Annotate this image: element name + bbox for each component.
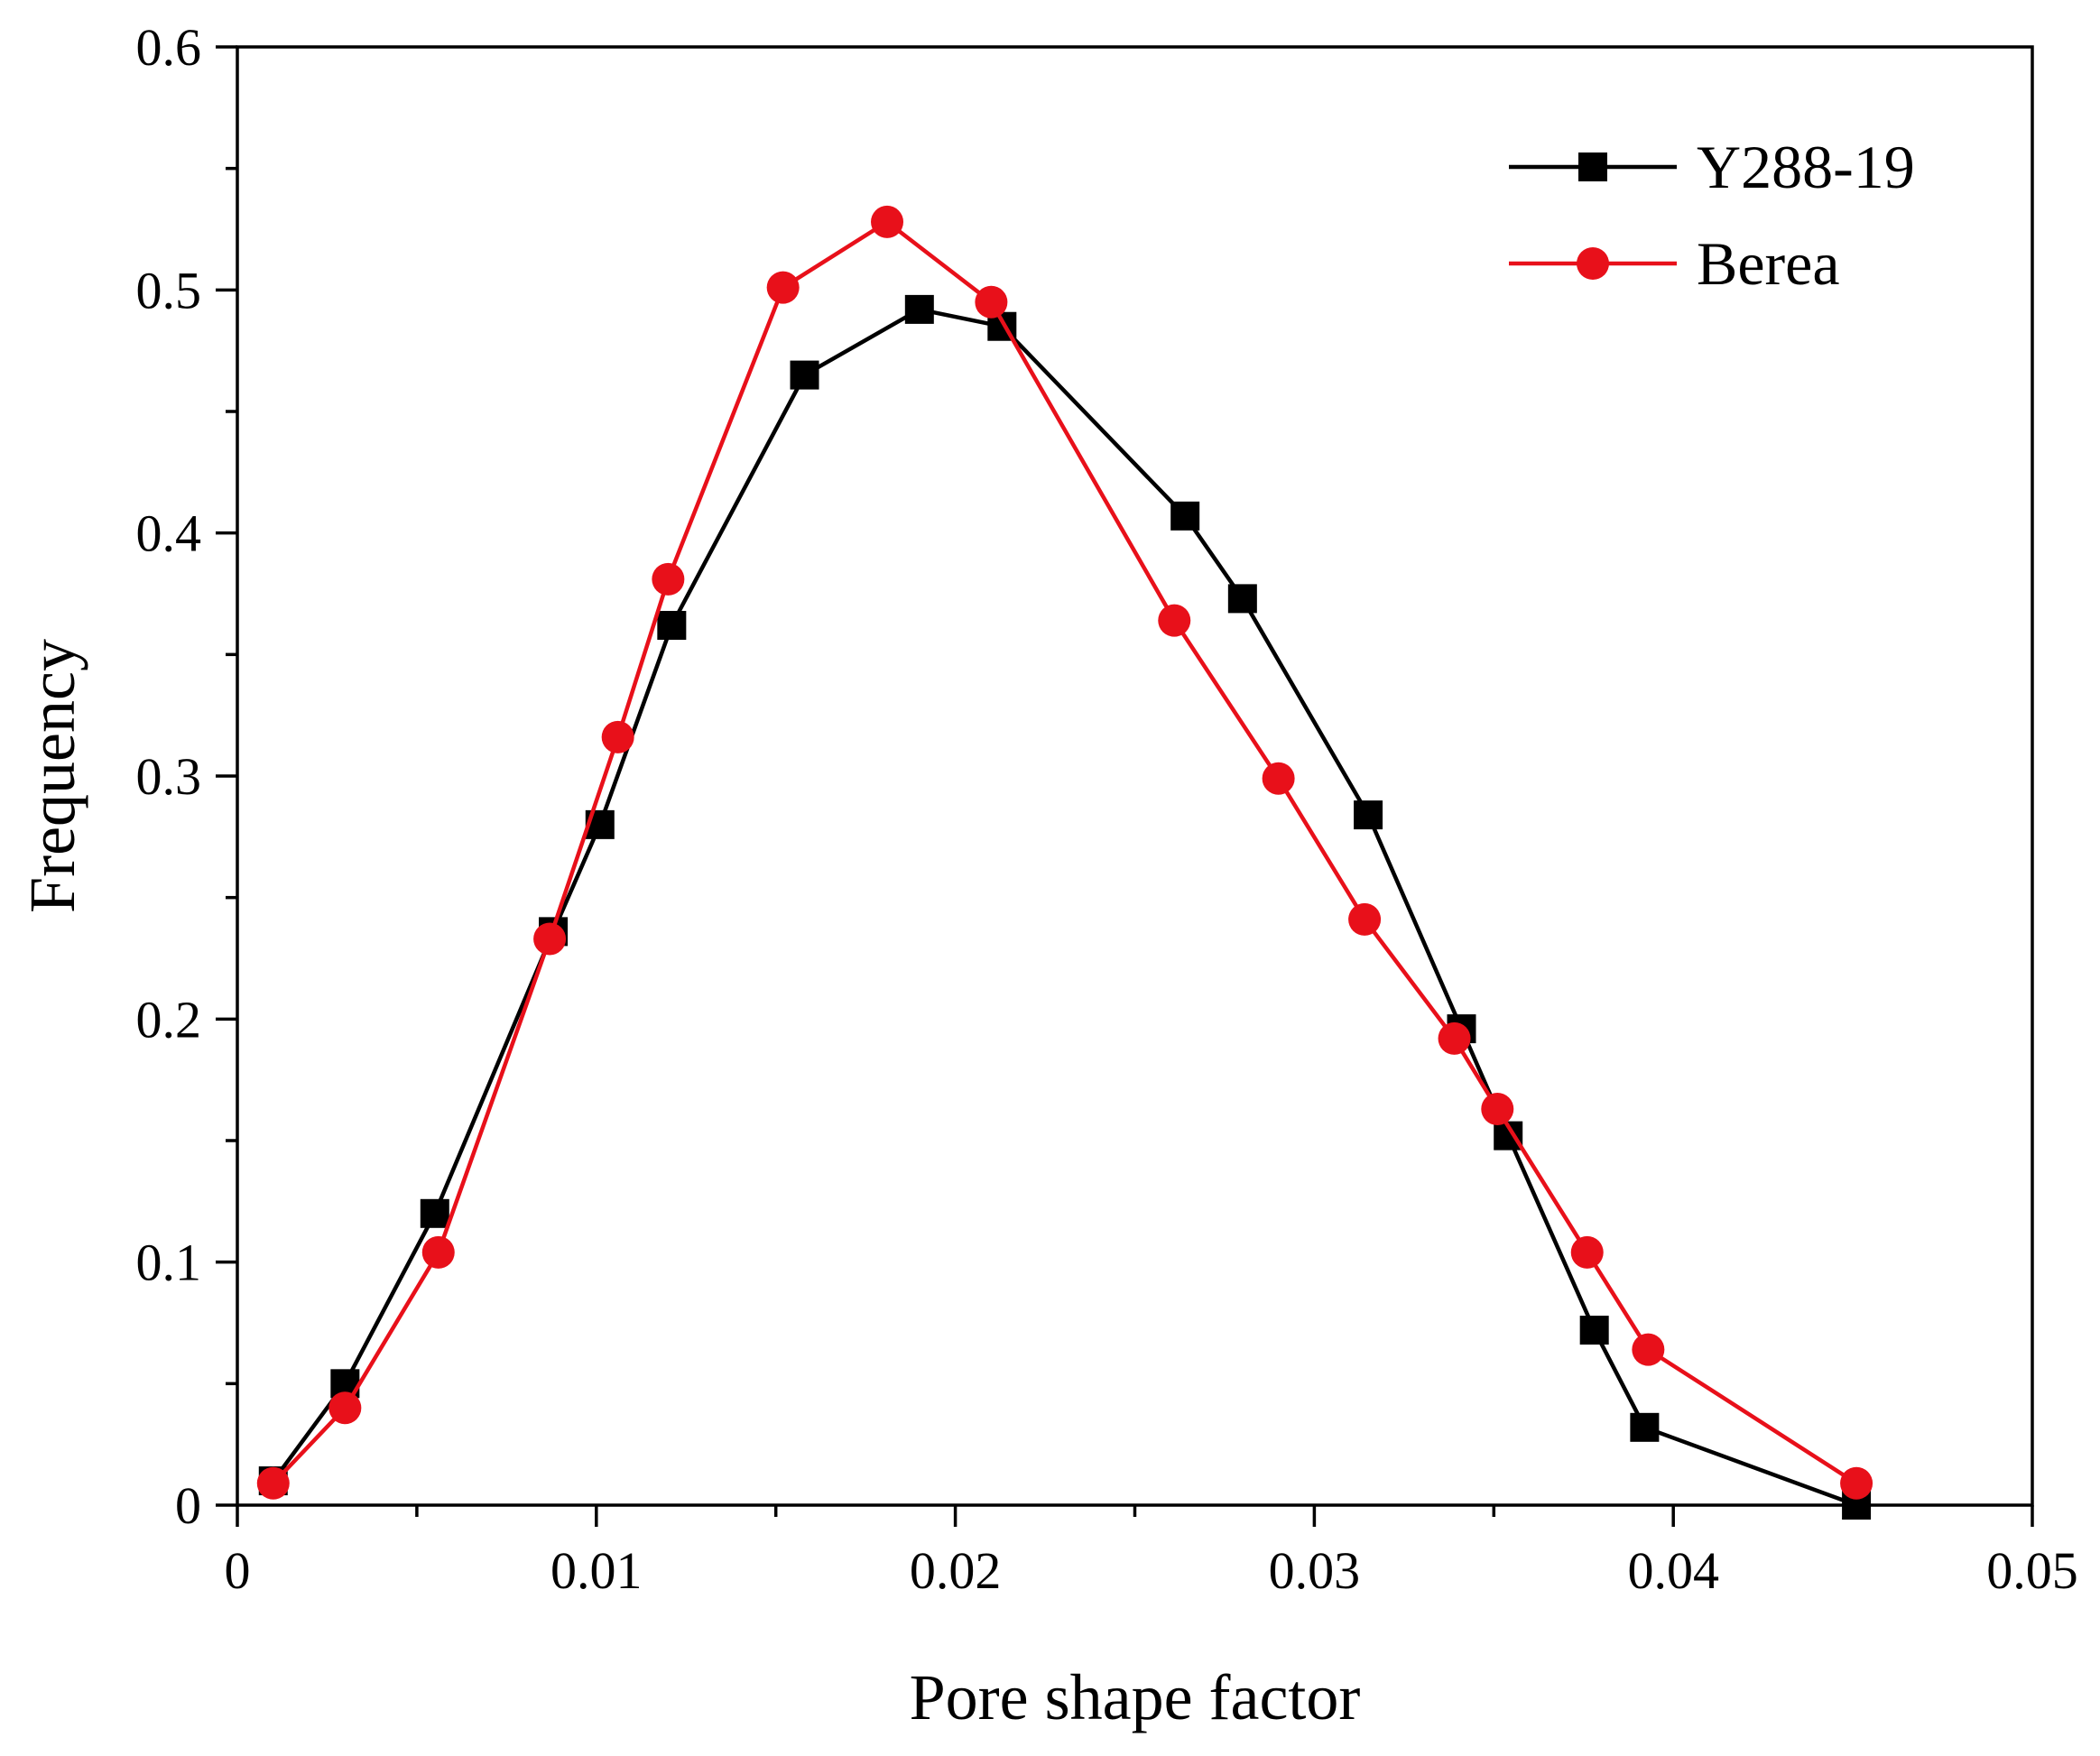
data-point bbox=[1158, 604, 1191, 637]
legend: Y288-19 Berea bbox=[1509, 133, 1915, 298]
y-tick-label: 0.2 bbox=[136, 990, 202, 1049]
legend-label: Berea bbox=[1697, 229, 1840, 298]
legend-item-0: Y288-19 bbox=[1509, 133, 1915, 201]
data-point bbox=[1840, 1466, 1873, 1500]
legend-marker bbox=[1578, 152, 1607, 181]
data-point bbox=[652, 562, 685, 596]
x-axis-title: Pore shape factor bbox=[910, 1661, 1361, 1733]
data-point bbox=[1354, 800, 1383, 830]
y-tick-label: 0.1 bbox=[136, 1234, 202, 1292]
y-tick-label: 0.3 bbox=[136, 747, 202, 806]
data-point bbox=[904, 294, 934, 324]
series-1 bbox=[256, 205, 1873, 1500]
series-0 bbox=[258, 294, 1872, 1520]
legend-item-1: Berea bbox=[1509, 229, 1840, 298]
data-point bbox=[1262, 762, 1295, 795]
data-point bbox=[328, 1391, 362, 1425]
data-point bbox=[975, 285, 1008, 319]
x-tick-label: 0.01 bbox=[550, 1541, 643, 1600]
x-tick-label: 0.04 bbox=[1627, 1541, 1719, 1600]
data-point bbox=[1632, 1333, 1665, 1366]
x-tick-label: 0.02 bbox=[910, 1541, 1002, 1600]
data-point bbox=[1579, 1316, 1609, 1345]
y-tick-label: 0.4 bbox=[136, 504, 202, 563]
data-point bbox=[1630, 1412, 1660, 1442]
data-point bbox=[1170, 501, 1200, 531]
data-point bbox=[1227, 584, 1257, 614]
legend-label: Y288-19 bbox=[1697, 133, 1915, 201]
data-point bbox=[871, 205, 904, 238]
data-point bbox=[1348, 902, 1382, 936]
data-point bbox=[1570, 1235, 1604, 1269]
data-point bbox=[1438, 1021, 1471, 1055]
data-point bbox=[533, 922, 567, 956]
data-point bbox=[421, 1235, 455, 1269]
legend-marker bbox=[1577, 247, 1609, 280]
data-point bbox=[420, 1198, 449, 1228]
data-point bbox=[1481, 1092, 1514, 1125]
data-point bbox=[601, 720, 634, 753]
x-tick-label: 0.03 bbox=[1269, 1541, 1361, 1600]
data-point bbox=[256, 1466, 290, 1500]
data-point bbox=[766, 271, 800, 304]
series-layer bbox=[256, 205, 1873, 1520]
y-axis-title: Frequency bbox=[16, 639, 88, 913]
data-point bbox=[790, 360, 819, 390]
x-tick-label: 0.05 bbox=[1986, 1541, 2078, 1600]
y-tick-label: 0.6 bbox=[136, 18, 202, 77]
plot-frame bbox=[236, 45, 2034, 1507]
ticks-layer: 0 0.01 0.02 0.03 0.04 0.05 0 0.1 0.2 0.3 0.4 0.5 0.6 bbox=[136, 18, 2078, 1600]
y-tick-label: 0.5 bbox=[136, 261, 202, 319]
x-tick-label: 0 bbox=[225, 1541, 251, 1600]
y-tick-label: 0 bbox=[175, 1476, 201, 1535]
data-point bbox=[657, 611, 687, 641]
